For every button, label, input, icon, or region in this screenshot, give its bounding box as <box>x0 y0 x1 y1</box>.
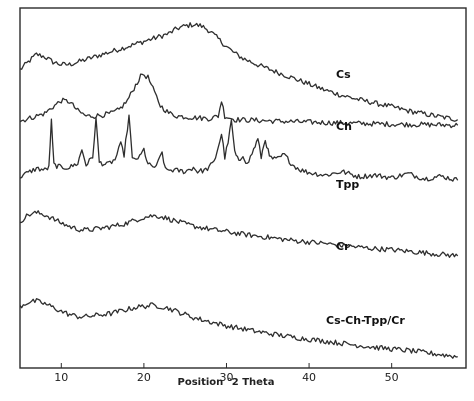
series-label-cs-ch-tpp-cr: Cs-Ch-Tpp/Cr <box>326 314 405 327</box>
series-line-ch <box>19 73 459 129</box>
series-line-tpp <box>19 114 459 182</box>
series-label-tpp: Tpp <box>336 178 359 191</box>
x-tick-label-10: 10 <box>54 371 68 384</box>
series-label-cs: Cs <box>336 68 351 81</box>
x-tick-label-20: 20 <box>137 371 151 384</box>
series-line-cs-ch-tpp-cr <box>19 298 458 359</box>
x-tick-label-40: 40 <box>302 371 316 384</box>
series-labels: Cs Ch Tpp Cr Cs-Ch-Tpp/Cr <box>326 68 405 327</box>
x-axis-label: Position °2 Theta <box>178 377 275 388</box>
series-label-ch: Ch <box>336 120 352 133</box>
x-tick-label-30: 30 <box>219 371 233 384</box>
series-line-cs <box>19 22 459 122</box>
series-label-cr: Cr <box>336 240 350 253</box>
series-traces <box>19 22 459 359</box>
series-line-cr <box>19 210 459 258</box>
x-axis-ticks: 10 20 30 40 50 <box>54 363 399 384</box>
plot-frame <box>19 7 467 369</box>
x-tick-label-50: 50 <box>385 371 399 384</box>
